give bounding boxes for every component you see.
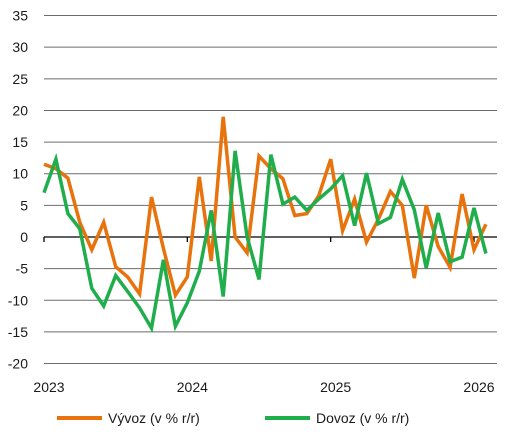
y-tick-label: 0 [20, 229, 28, 245]
series-layer [42, 116, 488, 334]
x-tick-label: 2023 [33, 379, 64, 395]
legend-item-0: Vývoz (v % r/r) [57, 410, 200, 426]
y-tick-label: -15 [8, 324, 28, 340]
y-tick-label: 10 [12, 166, 28, 182]
y-tick-label: 15 [12, 134, 28, 150]
x-tick-label: 2026 [463, 379, 494, 395]
y-tick-label: 35 [12, 8, 28, 24]
y-tick-label: -5 [16, 261, 29, 277]
series-line-vyvoz [43, 116, 488, 300]
y-tick-label: -10 [8, 292, 28, 308]
x-tick-label: 2024 [177, 379, 208, 395]
legend-label-0: Vývoz (v % r/r) [108, 410, 200, 426]
y-axis: 35 30 25 20 15 10 5 0 -5 -10 -15 -20 [8, 8, 28, 372]
y-tick-label: -20 [8, 356, 28, 372]
series-line-dovoz [42, 150, 488, 334]
legend-label-1: Dovoz (v % r/r) [316, 410, 409, 426]
x-tick-label: 2025 [320, 379, 351, 395]
y-tick-label: 25 [12, 71, 28, 87]
x-axis: 2023 2024 2025 2026 [33, 237, 495, 395]
y-tick-label: 5 [20, 197, 28, 213]
y-tick-label: 30 [12, 39, 28, 55]
y-tick-label: 20 [12, 102, 28, 118]
legend: Vývoz (v % r/r) Dovoz (v % r/r) [57, 410, 409, 426]
legend-item-1: Dovoz (v % r/r) [265, 410, 409, 426]
gridlines [44, 15, 497, 365]
